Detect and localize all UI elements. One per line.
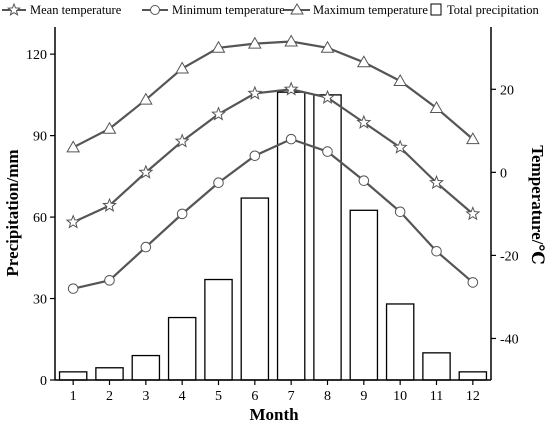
data-point-mean: [102, 197, 117, 212]
data-point-minimum: [140, 241, 152, 253]
right-tick-label: 20: [500, 83, 514, 98]
precipitation-bar: [240, 197, 270, 381]
left-tick-label: 90: [33, 130, 47, 145]
x-axis-title: Month: [249, 405, 299, 424]
data-point-minimum: [467, 277, 479, 288]
x-tick-label: 6: [251, 389, 258, 404]
left-tick-label: 120: [26, 48, 47, 63]
x-tick-label: 12: [466, 389, 480, 404]
data-point-maximum: [138, 92, 153, 105]
data-point-mean: [211, 106, 226, 121]
data-point-minimum: [67, 283, 79, 294]
right-tick-label: -20: [500, 249, 519, 264]
left-tick-label: 0: [40, 374, 47, 389]
temperature-lines: [65, 34, 481, 294]
data-point-maximum: [320, 40, 335, 53]
data-point-mean: [356, 114, 372, 129]
legend-label-minimum: Minimum temperature: [172, 3, 285, 17]
legend-label-precipitation: Total precipitation: [447, 3, 540, 17]
data-point-minimum: [285, 133, 297, 145]
data-point-minimum: [394, 206, 406, 218]
precipitation-bar: [422, 352, 451, 381]
precipitation-bar: [58, 371, 88, 381]
data-point-mean: [247, 85, 263, 100]
legend-item-maximum-temperature: Maximum temperature: [284, 3, 428, 17]
right-axis-title: Temperature/℃: [528, 145, 547, 265]
left-tick-label: 60: [33, 211, 47, 226]
precipitation-bar: [131, 354, 161, 381]
legend-item-total-precipitation: Total precipitation: [430, 3, 540, 17]
data-point-mean: [283, 81, 299, 96]
legend-label-maximum: Maximum temperature: [313, 3, 428, 17]
data-point-maximum: [247, 36, 262, 49]
precipitation-bar: [349, 209, 379, 381]
x-tick-label: 5: [215, 389, 222, 404]
data-point-minimum: [213, 177, 224, 189]
right-tick-label: 0: [500, 166, 507, 181]
data-point-minimum: [322, 146, 333, 157]
data-point-mean: [65, 214, 81, 229]
x-tick-label: 2: [106, 389, 113, 404]
data-point-maximum: [211, 40, 226, 53]
data-point-mean: [392, 139, 408, 154]
data-point-maximum: [429, 100, 444, 113]
precipitation-bar: [313, 94, 342, 381]
precipitation-bar: [385, 303, 415, 381]
series-line: [72, 137, 474, 290]
precipitation-bars: [58, 91, 488, 381]
data-point-mean: [174, 133, 190, 148]
legend-label-mean: Mean temperature: [30, 3, 122, 17]
data-point-maximum: [284, 34, 299, 47]
data-point-minimum: [431, 245, 442, 257]
data-point-minimum: [358, 175, 370, 186]
data-point-maximum: [393, 73, 408, 86]
x-tick-label: 4: [179, 389, 186, 404]
x-tick-label: 3: [142, 389, 149, 404]
legend: Mean temperature Minimum temperature Max…: [2, 2, 540, 17]
legend-item-mean-temperature: Mean temperature: [2, 2, 122, 17]
left-tick-label: 30: [33, 293, 47, 308]
data-point-mean: [465, 205, 481, 221]
precipitation-bar: [167, 316, 197, 381]
data-point-minimum: [104, 275, 115, 286]
left-axis-title: Precipitation/mm: [3, 149, 22, 276]
series-line: [72, 40, 474, 149]
data-point-minimum: [176, 208, 188, 220]
precipitation-bar: [95, 367, 124, 381]
data-point-mean: [429, 174, 444, 190]
data-point-maximum: [66, 140, 81, 153]
data-point-maximum: [465, 132, 480, 145]
right-tick-label: -40: [500, 332, 519, 347]
x-tick-label: 8: [324, 389, 331, 404]
data-point-maximum: [356, 55, 371, 68]
data-point-mean: [138, 164, 154, 179]
precipitation-bar: [204, 278, 233, 381]
x-tick-label: 1: [70, 389, 77, 404]
data-point-maximum: [102, 121, 117, 134]
legend-item-minimum-temperature: Minimum temperature: [142, 3, 285, 17]
data-point-minimum: [249, 150, 261, 162]
precipitation-bar: [458, 371, 488, 381]
x-tick-label: 7: [288, 389, 295, 404]
series-line: [72, 88, 474, 224]
x-tick-label: 10: [393, 389, 407, 404]
x-tick-label: 11: [430, 389, 443, 404]
x-tick-label: 9: [360, 389, 367, 404]
data-point-maximum: [175, 61, 190, 74]
data-point-mean: [320, 89, 335, 104]
